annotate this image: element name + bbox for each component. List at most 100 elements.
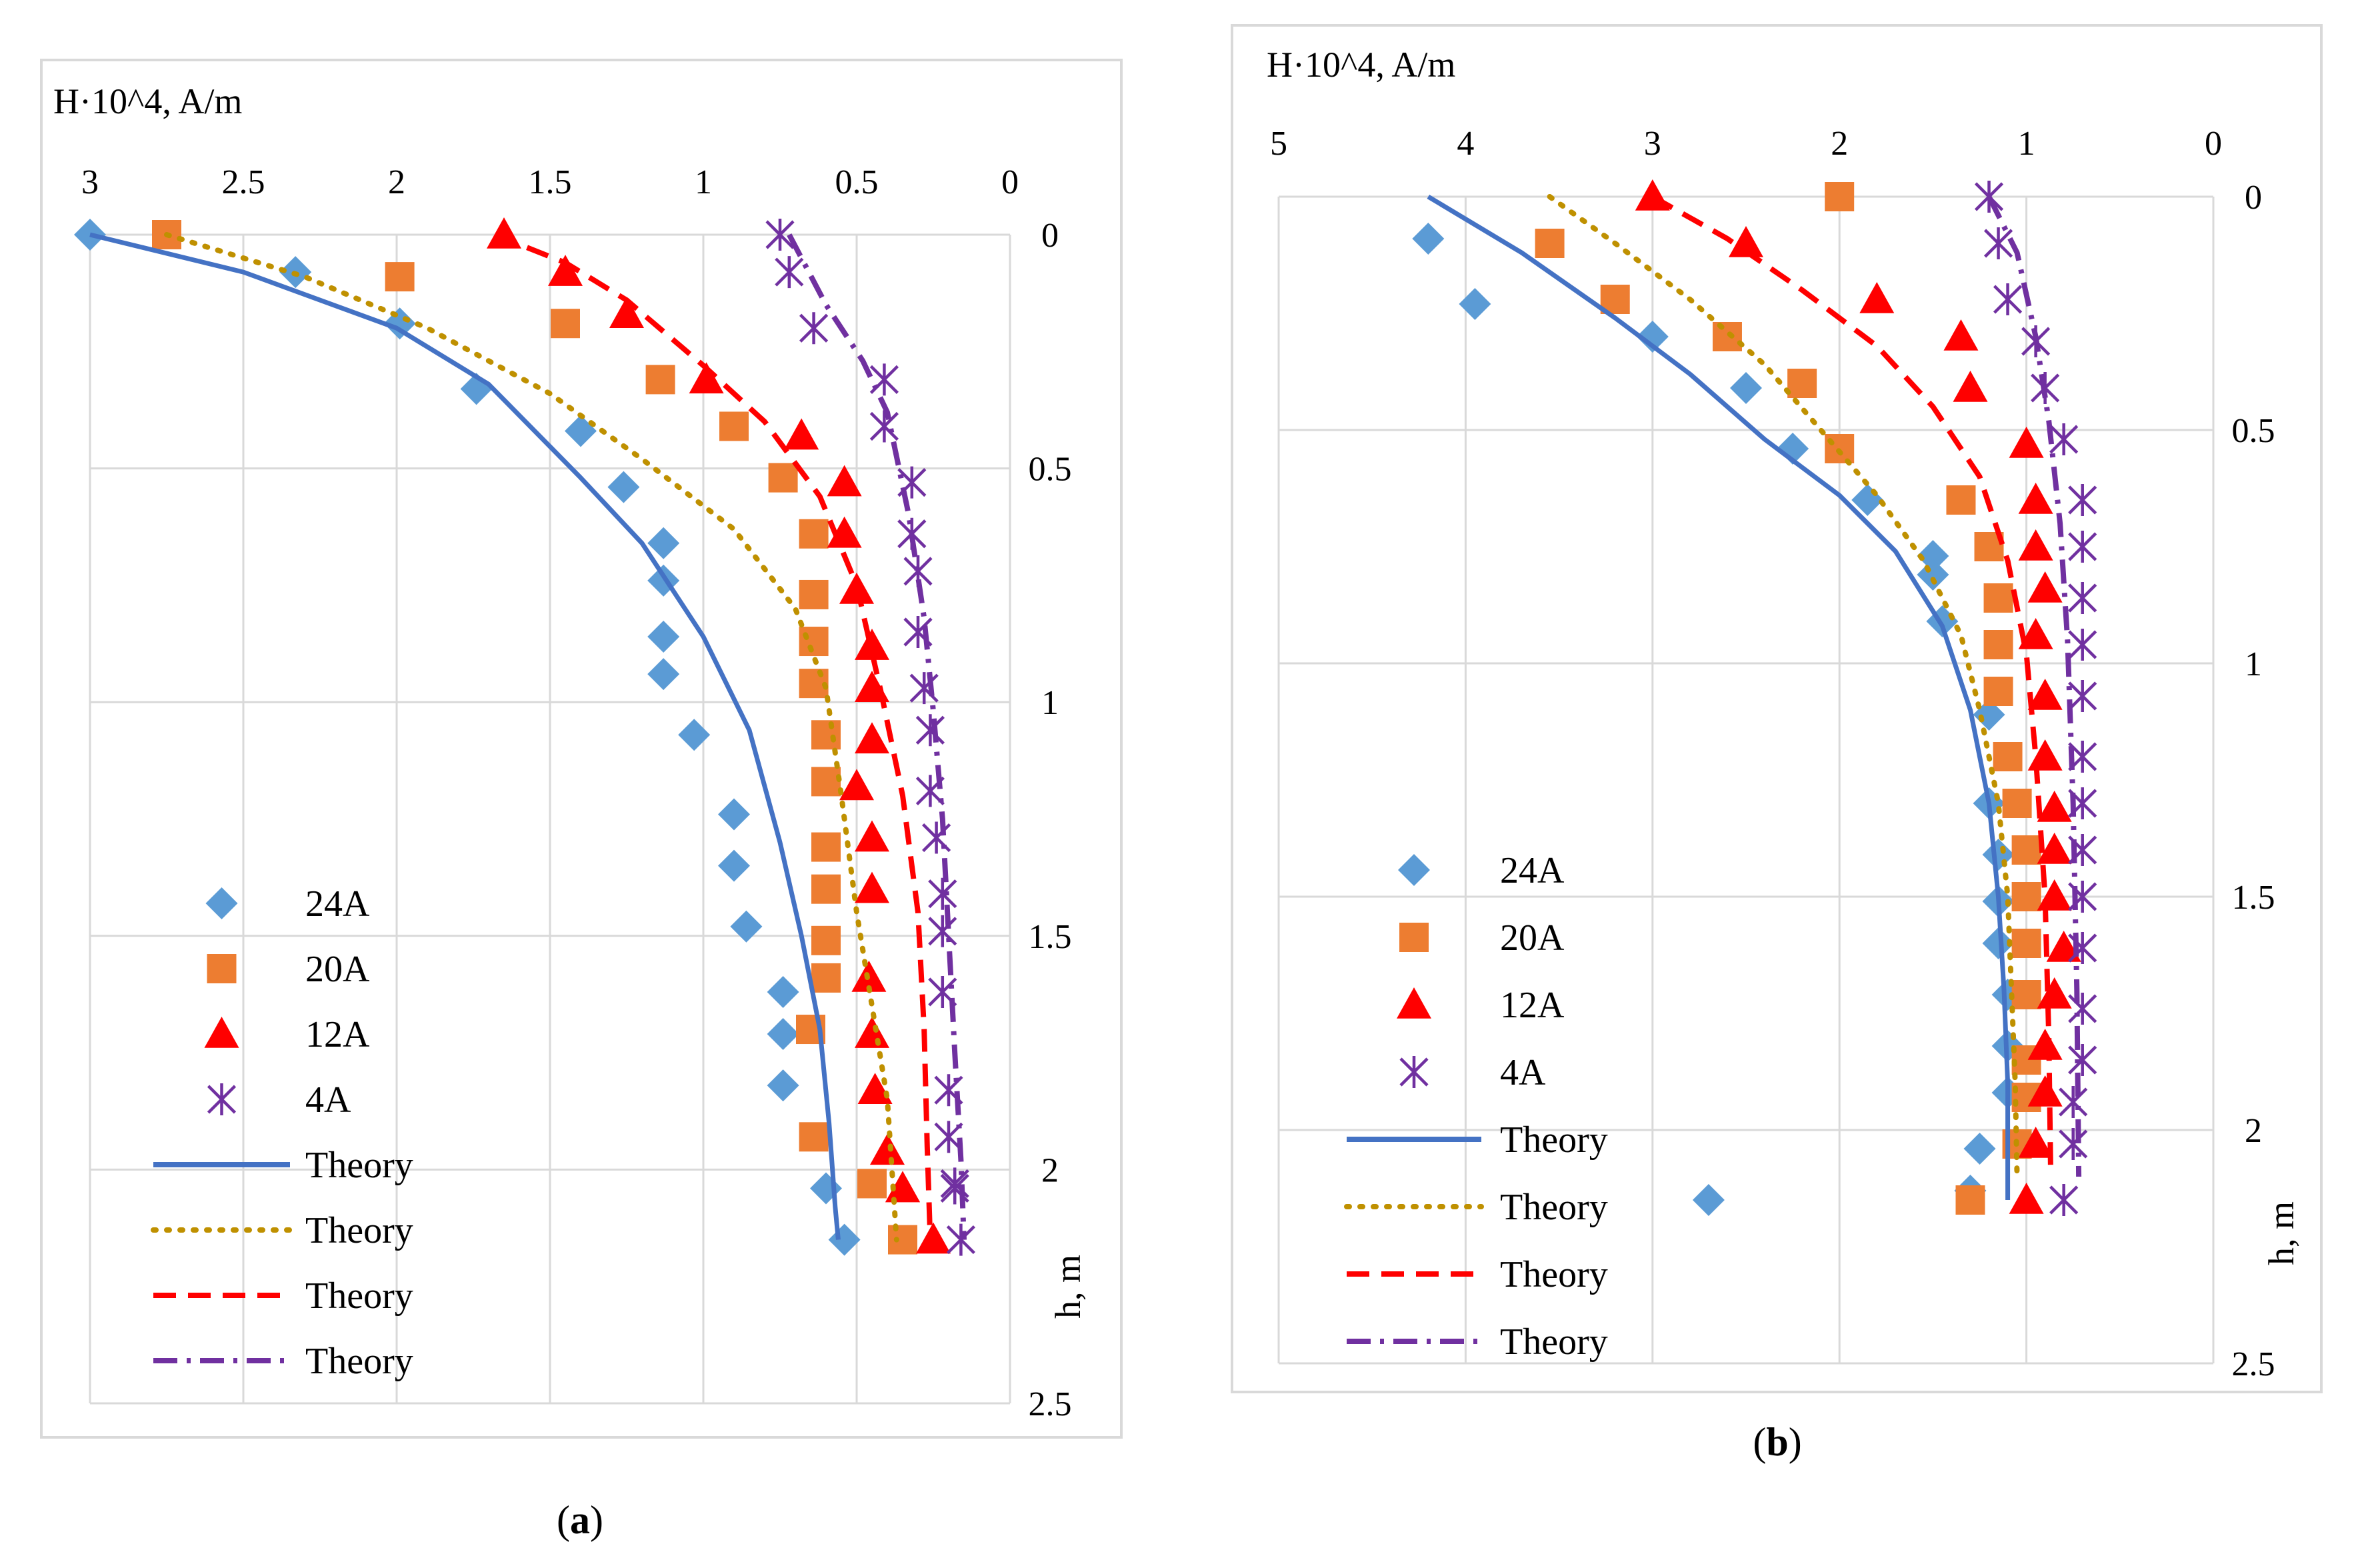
chart-a-x-tick-label: 1.5	[529, 163, 572, 201]
chart-a-point-24A	[718, 798, 750, 831]
chart-a-point-12A	[870, 1133, 905, 1165]
chart-a-legend-label: 4A	[305, 1079, 351, 1121]
chart-a-point-4A	[765, 219, 795, 251]
chart-a-point-24A	[647, 527, 680, 559]
chart-b-point-24A	[1692, 1184, 1725, 1216]
chart-a-point-4A	[909, 672, 939, 705]
chart-b-point-12A	[1953, 371, 1988, 402]
chart-a-point-12A	[855, 1017, 889, 1048]
chart-a-point-20A	[857, 1169, 887, 1199]
chart-a-x-tick-label: 2.5	[222, 163, 265, 201]
chart-a-legend-label: Theory	[305, 1210, 413, 1251]
chart-b-point-12A	[2046, 931, 2081, 962]
chart-a-point-4A	[946, 1223, 975, 1256]
chart-a-legend-label: 12A	[305, 1014, 370, 1055]
chart-b-point-24A	[1917, 540, 1949, 572]
chart-b-point-20A	[2011, 882, 2041, 911]
chart-a-theory-line-dash	[493, 232, 933, 1240]
chart-b-point-4A	[1993, 283, 2023, 315]
chart-b-y-tick-label: 2.5	[2232, 1345, 2275, 1383]
chart-b-point-20A	[1535, 229, 1565, 258]
chart-a-point-24A	[647, 658, 680, 691]
chart-b-legend-label: Theory	[1500, 1119, 1608, 1161]
chart-a-frame	[40, 59, 1123, 1439]
chart-a-point-12A	[885, 1171, 920, 1203]
chart-a-point-24A	[678, 719, 711, 751]
chart-b-point-20A	[1955, 1185, 1985, 1215]
chart-a-legend-label: 24A	[305, 883, 370, 925]
chart-a-point-12A	[857, 1073, 893, 1104]
chart-b-point-24A	[1636, 321, 1669, 353]
chart-a-point-4A	[869, 410, 899, 443]
chart-b-point-4A	[2068, 680, 2097, 712]
chart-a-point-24A	[607, 471, 640, 503]
chart-b-point-20A	[1946, 485, 1976, 515]
chart-a-plot: 3 2.5 2 1.5 1 0.5 00 0.5 1 1.5 2 2.5 H·10^4, A/m h, m…	[53, 81, 1088, 1423]
chart-a-point-12A	[784, 418, 819, 450]
chart-a-point-20A	[888, 1225, 917, 1255]
chart-b-point-12A	[2027, 1075, 2063, 1107]
chart-a-theory-line-solid	[89, 232, 841, 1240]
chart-b-point-20A	[1787, 369, 1817, 398]
chart-a-point-12A	[548, 255, 583, 286]
chart-b-point-12A	[2027, 679, 2063, 710]
chart-b-point-12A	[2037, 791, 2072, 822]
chart-a-point-20A	[799, 627, 829, 657]
chart-a-legend-marker	[207, 1083, 237, 1115]
chart-a-point-12A	[839, 769, 874, 801]
chart-a-legend-marker	[205, 887, 238, 919]
chart-b-x-axis-title: H·10^4, A/m	[1267, 45, 1455, 85]
chart-b-x-tick-label: 3	[1644, 125, 1661, 163]
chart-b-legend-label: 24A	[1500, 850, 1565, 891]
chart-a-point-24A	[718, 849, 750, 882]
chart-b-y-tick-label: 1.5	[2232, 879, 2275, 917]
chart-a-legend-label: Theory	[305, 1341, 413, 1382]
chart-a-point-24A	[647, 621, 680, 653]
chart-b-point-12A	[2027, 571, 2063, 603]
chart-b-point-20A	[1712, 322, 1742, 351]
chart-b-legend-marker	[1399, 1056, 1429, 1088]
chart-b-point-24A	[1982, 927, 2015, 959]
chart-a-point-24A	[767, 1069, 799, 1102]
chart-b-theory-line-dashdot	[1986, 195, 2082, 1177]
chart-b-point-4A	[2049, 1184, 2079, 1216]
chart-b-point-20A	[1993, 742, 2023, 771]
chart-b-theory-line-dot	[1547, 194, 2020, 1179]
chart-a-point-4A	[928, 877, 957, 910]
chart-b-point-4A	[2059, 1128, 2088, 1160]
chart-b-point-12A	[2018, 483, 2053, 514]
chart-a-legend-label: 20A	[305, 949, 370, 990]
chart-b-point-24A	[1963, 1133, 1996, 1165]
chart-a-point-20A	[811, 767, 841, 797]
chart-b-theory-line-dash	[1651, 194, 2054, 1177]
chart-b-point-12A	[2027, 1029, 2063, 1060]
chart-a-point-20A	[811, 925, 841, 955]
chart-a-legend-label: Theory	[305, 1145, 413, 1186]
chart-a-point-12A	[609, 297, 644, 329]
chart-b-point-24A	[1459, 288, 1491, 320]
chart-b-legend-marker	[1398, 854, 1430, 886]
chart-b-point-4A	[1983, 227, 2013, 259]
chart-a-point-20A	[385, 262, 415, 292]
chart-a-x-tick-label: 0.5	[835, 163, 879, 201]
chart-b-y-tick-label: 0	[2245, 179, 2262, 217]
chart-b-point-20A	[1983, 677, 2013, 706]
chart-b-y-tick-label: 0.5	[2232, 412, 2275, 450]
chart-a-point-4A	[799, 312, 829, 345]
chart-b-point-12A	[1943, 319, 1979, 351]
chart-b-point-20A	[2002, 789, 2032, 818]
chart-b-point-4A	[2068, 531, 2097, 563]
chart-b-x-tick-label: 1	[2018, 125, 2035, 163]
panel-label-a: (a)	[557, 1498, 603, 1542]
chart-a-point-4A	[915, 714, 945, 747]
chart-b-point-4A	[2059, 1086, 2088, 1118]
chart-a-point-12A	[855, 871, 889, 903]
chart-b-point-4A	[2068, 629, 2097, 661]
chart-b-point-4A	[2068, 582, 2097, 614]
chart-b-legend-label: Theory	[1500, 1254, 1608, 1295]
chart-b-point-12A	[2018, 618, 2053, 649]
chart-a-point-12A	[855, 722, 889, 754]
chart-a-x-tick-label: 0	[1001, 163, 1019, 201]
chart-b-y-tick-label: 1	[2245, 645, 2262, 683]
